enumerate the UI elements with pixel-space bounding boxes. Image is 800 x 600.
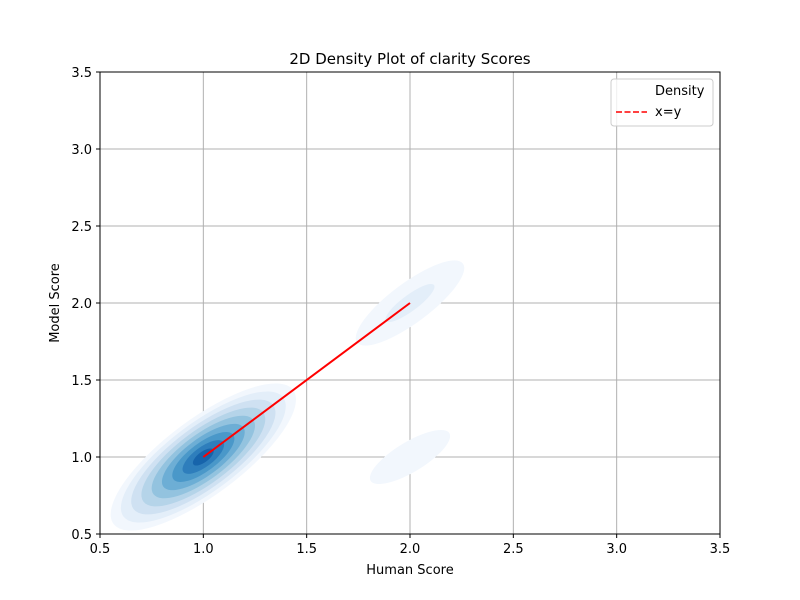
- y-tick-label: 2.0: [71, 297, 92, 312]
- x-tick-label: 1.0: [193, 542, 214, 557]
- reference-line-xy: [202, 302, 411, 458]
- y-axis-label: Model Score: [48, 263, 63, 343]
- x-tick-label: 1.5: [296, 542, 317, 557]
- x-tick-label: 2.5: [503, 542, 524, 557]
- x-tick-label: 3.0: [606, 542, 627, 557]
- tick-labels: 0.5 1.0 1.5 2.0 2.5 3.0 3.5 0.5 1.0 1.5 2.0 2.5 3.0 3…: [71, 66, 730, 557]
- density-contour: [369, 429, 451, 485]
- density-contours: [110, 260, 465, 531]
- x-axis-label: Human Score: [366, 563, 453, 578]
- y-tick-label: 0.5: [71, 528, 92, 543]
- chart-title: 2D Density Plot of clarity Scores: [289, 50, 530, 68]
- x-tick-label: 0.5: [90, 542, 111, 557]
- y-tick-label: 3.0: [71, 143, 92, 158]
- legend: Density x=y: [610, 78, 714, 127]
- legend-label-density: Density: [655, 84, 705, 99]
- y-tick-label: 3.5: [71, 66, 92, 81]
- y-tick-label: 1.0: [71, 451, 92, 466]
- legend-box: [610, 78, 714, 127]
- x-tick-label: 2.0: [400, 542, 421, 557]
- reference-line-group: [202, 302, 411, 458]
- legend-label-xy: x=y: [655, 105, 682, 120]
- y-tick-label: 2.5: [71, 220, 92, 235]
- y-tick-label: 1.5: [71, 374, 92, 389]
- x-tick-label: 3.5: [710, 542, 731, 557]
